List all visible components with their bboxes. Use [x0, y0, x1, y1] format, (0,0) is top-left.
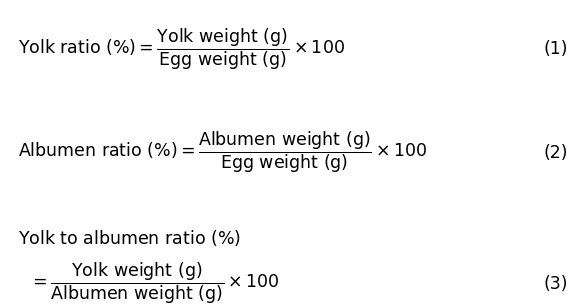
Text: $\mathrm{Albumen\ ratio\ (\%)=\dfrac{Albumen\ weight\ (g)}{Egg\ weight\ (g)}\tim: $\mathrm{Albumen\ ratio\ (\%)=\dfrac{Alb… — [18, 130, 427, 175]
Text: $\mathrm{Yolk\ ratio\ (\%)=\dfrac{Yolk\ weight\ (g)}{Egg\ weight\ (g)}\times 100: $\mathrm{Yolk\ ratio\ (\%)=\dfrac{Yolk\ … — [18, 26, 345, 71]
Text: (3): (3) — [544, 274, 568, 293]
Text: (2): (2) — [544, 143, 568, 162]
Text: $\mathrm{=\dfrac{Yolk\ weight\ (g)}{Albumen\ weight\ (g)}\times 100}$: $\mathrm{=\dfrac{Yolk\ weight\ (g)}{Albu… — [29, 261, 280, 305]
Text: (1): (1) — [544, 40, 568, 58]
Text: $\mathrm{Yolk\ to\ albumen\ ratio\ (\%)}$: $\mathrm{Yolk\ to\ albumen\ ratio\ (\%)}… — [18, 228, 240, 248]
